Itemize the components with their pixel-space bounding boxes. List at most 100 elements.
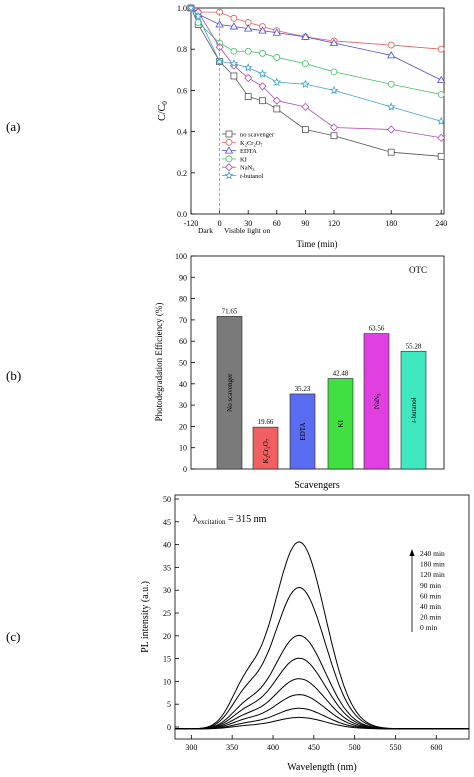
marker-diamond <box>301 102 310 111</box>
legend-entry: 0 min <box>420 623 438 632</box>
x-tick-label: 500 <box>349 743 361 752</box>
x-tick-label: 450 <box>308 743 320 752</box>
marker-square <box>273 105 281 113</box>
x-tick-label: -120 <box>184 219 199 228</box>
legend-label: K2Cr2O7 <box>240 140 263 148</box>
marker-circle <box>244 47 252 55</box>
bar <box>400 350 427 470</box>
marker-triangle <box>272 28 281 36</box>
x-tick-label: 350 <box>226 743 238 752</box>
y-tick-label: 30 <box>163 586 171 595</box>
pl-curve <box>175 657 469 730</box>
y-tick-label: 1.0 <box>177 4 187 13</box>
marker-star <box>329 85 339 95</box>
x-tick-label: 300 <box>185 743 197 752</box>
chart-c-frame <box>174 494 470 740</box>
excitation-value: = 315 nm <box>225 514 266 525</box>
y-tick-label: 40 <box>179 380 187 389</box>
marker-circle <box>301 60 309 68</box>
x-tick-label: 0 <box>218 219 222 228</box>
marker-triangle <box>224 146 234 154</box>
bar-value-label: 63.56 <box>369 325 385 333</box>
chart-b: 0 10 20 30 40 50 60 70 80 90 100 71.65 No scavenger… <box>154 252 445 491</box>
marker-triangle <box>258 26 267 34</box>
excitation-label: λexcitation = 315 nm <box>193 514 267 526</box>
series-line <box>190 7 442 122</box>
marker-circle <box>437 45 445 53</box>
marker-star <box>224 170 234 180</box>
y-tick-label: 0.6 <box>177 86 187 95</box>
legend-entry: 40 min <box>420 602 441 611</box>
marker-triangle <box>244 24 253 32</box>
chart-c-ylabel: PL intensity (a.u.) <box>140 581 151 653</box>
marker-circle <box>273 54 281 61</box>
marker-star <box>386 102 396 111</box>
marker-triangle <box>387 51 396 59</box>
chart-c: 0 5 10 15 20 25 30 35 40 45 50 300 350 400 450 500 550 6… <box>140 494 470 773</box>
bar-value-label: 71.65 <box>222 307 238 315</box>
y-tick-label: 20 <box>163 632 171 641</box>
y-tick-label: 10 <box>179 444 187 453</box>
legend-entry: 120 min <box>420 570 445 579</box>
x-tick-label: 400 <box>267 743 279 752</box>
panel-label-a: (a) <box>6 119 20 134</box>
y-tick-label: 0 <box>183 465 187 474</box>
panel-label-c: (c) <box>6 629 20 644</box>
series-line <box>190 7 442 81</box>
marker-circle <box>387 41 395 49</box>
marker-star <box>229 58 239 68</box>
x-tick-label: 120 <box>328 219 340 228</box>
y-tick-label: 70 <box>179 316 187 325</box>
ylabel-sub: 0 <box>161 101 169 105</box>
y-tick-label: 50 <box>179 359 187 368</box>
chart-b-annotation: OTC <box>409 265 427 275</box>
chart-c-xlabel: Wavelength (nm) <box>287 762 356 773</box>
marker-square <box>330 132 338 140</box>
legend-entry: 20 min <box>420 613 441 622</box>
dark-label: Dark <box>198 226 213 235</box>
bar <box>327 378 354 470</box>
ylabel-main: C/C <box>157 104 168 120</box>
bar-category-label: KI <box>337 419 345 427</box>
marker-triangle <box>329 38 339 46</box>
y-tick-label: 35 <box>163 563 171 572</box>
x-tick-label: 180 <box>385 219 397 228</box>
bar <box>252 426 279 470</box>
marker-star <box>300 79 310 88</box>
y-tick-label: 80 <box>179 295 187 304</box>
marker-square <box>301 126 309 133</box>
y-tick-label: 0.8 <box>177 45 187 54</box>
marker-square <box>387 148 395 156</box>
bar-value-label: 19.66 <box>258 418 274 426</box>
bar-category-label: No scavenger <box>226 373 234 412</box>
x-tick-label: 60 <box>273 219 281 228</box>
legend-label: EDTA <box>240 148 257 155</box>
marker-triangle <box>301 32 310 40</box>
panel-label-b: (b) <box>6 368 21 383</box>
marker-diamond <box>258 82 267 91</box>
legend-arrow-head <box>409 549 415 556</box>
y-tick-label: 45 <box>163 518 171 527</box>
marker-diamond <box>329 123 339 132</box>
marker-diamond <box>387 125 396 134</box>
legend-entry: 60 min <box>420 591 441 600</box>
bar-value-label: 42.48 <box>333 370 349 378</box>
y-tick-label: 0.2 <box>177 169 187 178</box>
legend-label: NaN3 <box>240 165 255 173</box>
y-tick-label: 0 <box>167 723 171 732</box>
marker-square <box>244 93 252 100</box>
bar <box>363 333 390 470</box>
series-line <box>190 7 442 50</box>
bar-category-label: K2Cr2O7 <box>262 438 272 463</box>
bar-value-label: 55.28 <box>406 342 422 350</box>
marker-diamond <box>437 133 446 142</box>
chart-a-xlabel: Time (min) <box>297 239 338 249</box>
marker-circle <box>230 14 238 22</box>
x-tick-label: 550 <box>390 743 402 752</box>
legend-entry: 90 min <box>420 581 441 590</box>
chart-a-frame <box>190 7 445 215</box>
marker-triangle <box>229 22 239 30</box>
bar-category-label: t-butanol <box>410 397 418 422</box>
marker-star <box>272 77 282 86</box>
